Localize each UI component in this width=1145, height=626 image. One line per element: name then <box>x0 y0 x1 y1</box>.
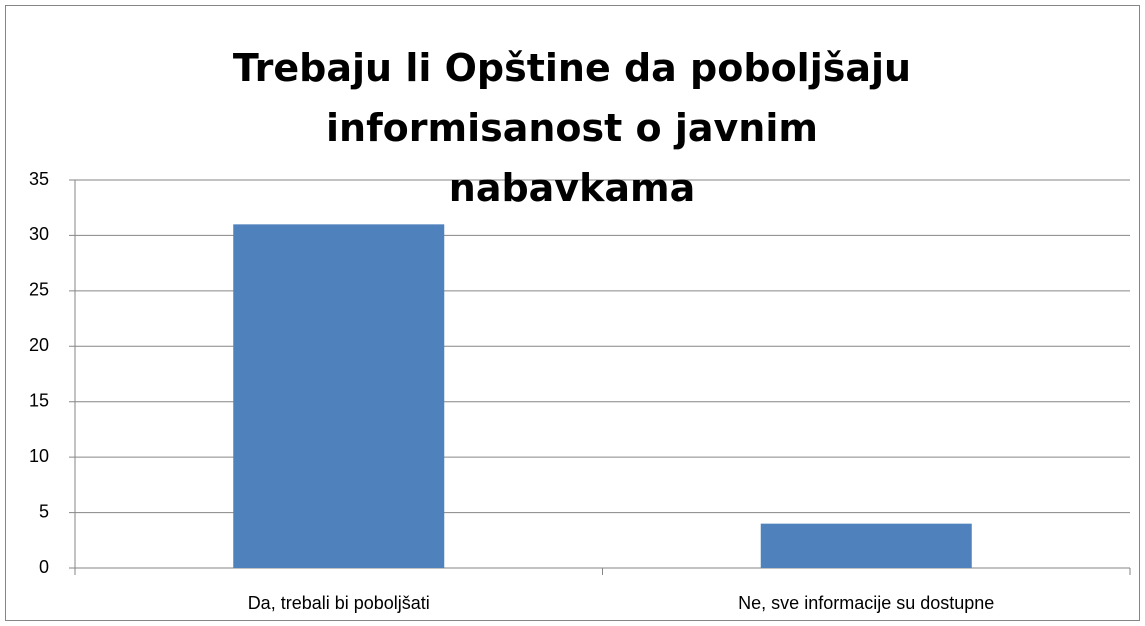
chart-frame <box>5 5 1140 621</box>
y-tick-label: 25 <box>29 280 49 300</box>
y-tick-label: 10 <box>29 446 49 466</box>
y-tick-label: 15 <box>29 390 49 410</box>
chart-title: Trebaju li Opštine da poboljšaju informi… <box>232 46 912 210</box>
y-tick-label: 30 <box>29 224 49 244</box>
bar <box>760 523 972 568</box>
y-tick-label: 35 <box>29 169 49 189</box>
y-tick-label: 5 <box>39 501 49 521</box>
x-tick-label: Ne, sve informacije su dostupne <box>738 593 994 613</box>
y-tick-label: 0 <box>39 557 49 577</box>
y-tick-label: 20 <box>29 335 49 355</box>
x-tick-label: Da, trebali bi poboljšati <box>248 593 430 613</box>
bar <box>233 224 445 569</box>
